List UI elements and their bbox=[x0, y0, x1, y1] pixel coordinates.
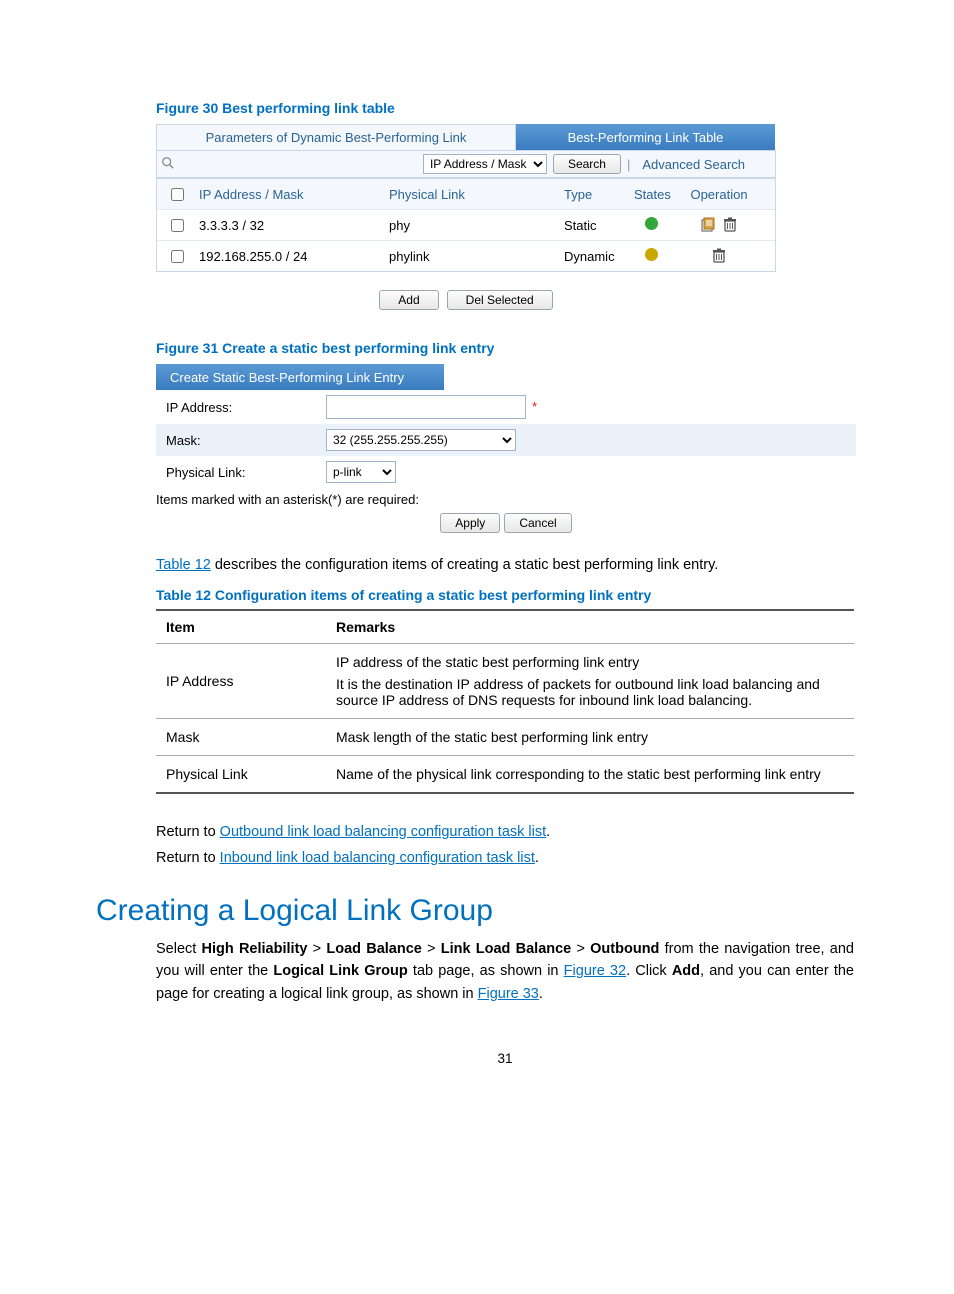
return-inbound: Return to Inbound link load balancing co… bbox=[156, 850, 854, 866]
page-number: 31 bbox=[156, 1051, 854, 1066]
ip-input[interactable] bbox=[326, 395, 526, 419]
search-icon bbox=[157, 156, 179, 173]
col-type: Type bbox=[554, 187, 624, 202]
cell-link: phy bbox=[379, 218, 554, 233]
cell-state bbox=[624, 248, 679, 264]
tbl12-remark: Mask length of the static best performin… bbox=[326, 718, 854, 755]
cell-type: Dynamic bbox=[554, 249, 624, 264]
plink-select[interactable]: p-link bbox=[326, 461, 396, 483]
col-ip: IP Address / Mask bbox=[189, 187, 379, 202]
body-text-1: Table 12 describes the configuration ite… bbox=[156, 555, 854, 577]
add-button[interactable]: Add bbox=[379, 290, 438, 310]
required-mark: * bbox=[532, 399, 537, 414]
figure33-link[interactable]: Figure 33 bbox=[478, 986, 539, 1002]
table-row: 192.168.255.0 / 24phylinkDynamic bbox=[157, 240, 775, 271]
tbl12-head-item: Item bbox=[156, 610, 326, 644]
mask-label: Mask: bbox=[156, 424, 316, 456]
tbl12-remark: Name of the physical link corresponding … bbox=[326, 755, 854, 793]
col-op: Operation bbox=[679, 187, 759, 202]
form-tab: Create Static Best-Performing Link Entry bbox=[156, 364, 444, 390]
table12: Item Remarks IP AddressIP address of the… bbox=[156, 609, 854, 794]
cell-op bbox=[679, 217, 759, 233]
del-selected-button[interactable]: Del Selected bbox=[447, 290, 553, 310]
select-all-checkbox[interactable] bbox=[171, 188, 184, 201]
figure32-link[interactable]: Figure 32 bbox=[564, 963, 626, 979]
figure30-caption: Figure 30 Best performing link table bbox=[156, 100, 854, 116]
table-row: 3.3.3.3 / 32phyStatic bbox=[157, 209, 775, 240]
advanced-search-link[interactable]: Advanced Search bbox=[642, 157, 745, 172]
cell-op bbox=[679, 248, 759, 264]
ip-label: IP Address: bbox=[156, 390, 316, 424]
fig30-widget: Parameters of Dynamic Best-Performing Li… bbox=[156, 124, 776, 310]
delete-icon[interactable] bbox=[722, 217, 738, 233]
tbl12-item: Physical Link bbox=[156, 755, 326, 793]
cell-link: phylink bbox=[379, 249, 554, 264]
search-field-select[interactable]: IP Address / Mask bbox=[423, 154, 547, 174]
cancel-button[interactable]: Cancel bbox=[504, 513, 571, 533]
col-state: States bbox=[624, 187, 679, 202]
row-checkbox[interactable] bbox=[171, 219, 184, 232]
tbl12-item: IP Address bbox=[156, 643, 326, 718]
tab-params[interactable]: Parameters of Dynamic Best-Performing Li… bbox=[156, 124, 516, 150]
plink-label: Physical Link: bbox=[156, 456, 316, 488]
tbl12-item: Mask bbox=[156, 718, 326, 755]
edit-icon[interactable] bbox=[700, 217, 716, 233]
mask-select[interactable]: 32 (255.255.255.255) bbox=[326, 429, 516, 451]
section-heading: Creating a Logical Link Group bbox=[96, 894, 854, 928]
section-para: Select High Reliability > Load Balance >… bbox=[156, 938, 854, 1005]
tbl12-remark: IP address of the static best performing… bbox=[326, 643, 854, 718]
fig31-widget: Create Static Best-Performing Link Entry… bbox=[156, 364, 856, 533]
bplt-grid: IP Address / Mask Physical Link Type Sta… bbox=[156, 178, 776, 272]
cell-ip: 192.168.255.0 / 24 bbox=[189, 249, 379, 264]
tab-bplt[interactable]: Best-Performing Link Table bbox=[516, 124, 776, 150]
cell-ip: 3.3.3.3 / 32 bbox=[189, 218, 379, 233]
tbl12-head-rem: Remarks bbox=[326, 610, 854, 644]
delete-icon[interactable] bbox=[711, 248, 727, 264]
apply-button[interactable]: Apply bbox=[440, 513, 500, 533]
cell-type: Static bbox=[554, 218, 624, 233]
figure31-caption: Figure 31 Create a static best performin… bbox=[156, 340, 854, 356]
table12-caption: Table 12 Configuration items of creating… bbox=[156, 587, 854, 603]
cell-state bbox=[624, 217, 679, 233]
inbound-task-link[interactable]: Inbound link load balancing configuratio… bbox=[220, 850, 535, 866]
table12-ref-link[interactable]: Table 12 bbox=[156, 557, 211, 573]
required-note: Items marked with an asterisk(*) are req… bbox=[156, 492, 856, 507]
return-outbound: Return to Outbound link load balancing c… bbox=[156, 824, 854, 840]
row-checkbox[interactable] bbox=[171, 250, 184, 263]
outbound-task-link[interactable]: Outbound link load balancing configurati… bbox=[220, 824, 546, 840]
search-button[interactable]: Search bbox=[553, 154, 621, 174]
col-link: Physical Link bbox=[379, 187, 554, 202]
